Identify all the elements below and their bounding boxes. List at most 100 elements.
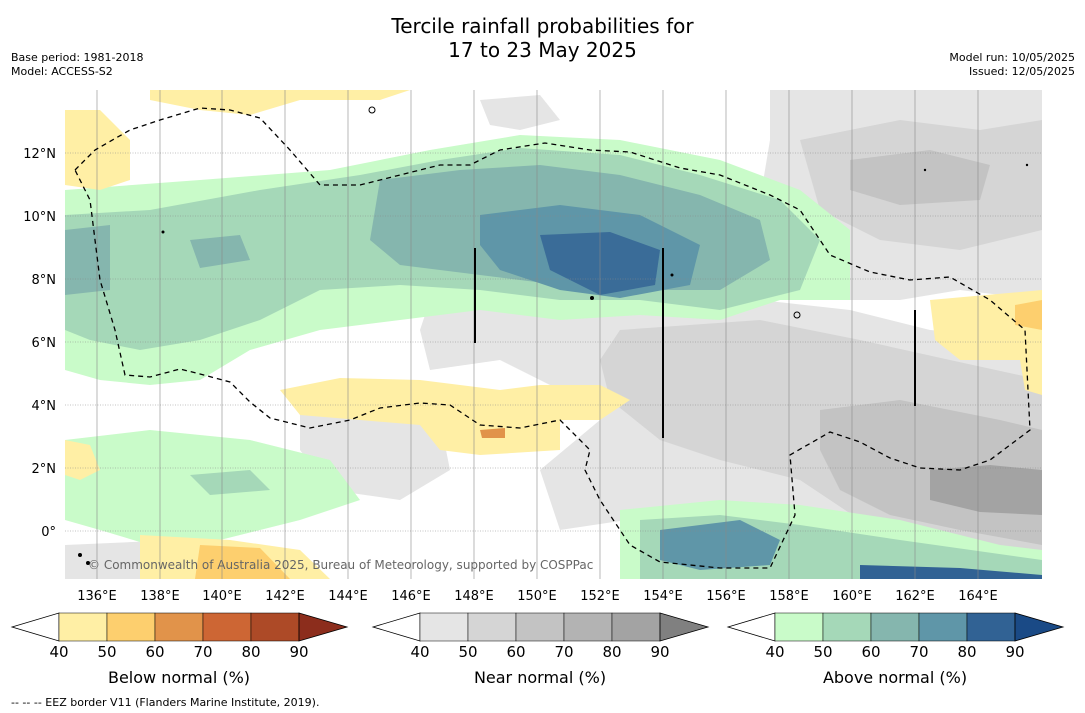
near-normal-region [480, 95, 560, 130]
legend-tick: 90 [289, 643, 309, 661]
legend-swatch [58, 612, 108, 642]
lon-label: 156°E [706, 589, 746, 604]
lat-label: 6°N [32, 336, 57, 351]
legend-tick: 40 [49, 643, 69, 661]
legend-below-normal [10, 612, 349, 642]
model-name: Model: ACCESS-S2 [11, 65, 113, 78]
eez-border [74, 107, 1031, 569]
above-normal-region [65, 225, 110, 295]
lon-label: 162°E [895, 589, 935, 604]
base-period: Base period: 1981-2018 [11, 51, 144, 64]
lon-label: 158°E [769, 589, 809, 604]
lat-label: 2°N [32, 462, 57, 477]
islands [78, 106, 1029, 565]
legend-tick: 50 [458, 643, 478, 661]
issued-date: Issued: 12/05/2025 [968, 65, 1075, 78]
legend-swatch [822, 612, 872, 642]
legend-tick: 70 [909, 643, 929, 661]
copyright-text: © Commonwealth of Australia 2025, Bureau… [88, 558, 594, 572]
legend-swatch [202, 612, 252, 642]
title-line-1: Tercile rainfall probabilities for [391, 14, 694, 38]
lon-label: 142°E [265, 589, 305, 604]
legend-tick: 70 [554, 643, 574, 661]
legend-tick: 60 [861, 643, 881, 661]
below-normal-region [65, 110, 130, 190]
legend-swatch [515, 612, 565, 642]
map-area [65, 90, 1042, 579]
legend-title-above: Above normal (%) [822, 668, 968, 687]
lat-gridlines [65, 152, 1042, 532]
lon-labels: 136°E 138°E 140°E 142°E 144°E 146°E 148°… [77, 589, 998, 604]
near-normal-region [930, 465, 1042, 515]
legend-tick: 90 [650, 643, 670, 661]
lon-label: 136°E [77, 589, 117, 604]
legend-title-below: Below normal (%) [107, 668, 251, 687]
legend-tick: 80 [602, 643, 622, 661]
legend-above-normal [726, 612, 1065, 642]
legend-tick: 40 [765, 643, 785, 661]
legend-arrow-left [10, 612, 60, 642]
legend-tick: 80 [957, 643, 977, 661]
title-line-2: 17 to 23 May 2025 [448, 38, 637, 62]
below-normal-region [195, 545, 290, 579]
legend-arrow-left [371, 612, 421, 642]
legend-title-near: Near normal (%) [473, 668, 607, 687]
below-normal-region [480, 428, 505, 438]
legend-near-normal [371, 612, 710, 642]
below-normal-region [280, 378, 630, 455]
legend-tick: 60 [506, 643, 526, 661]
legend-swatch [774, 612, 824, 642]
model-run: Model run: 10/05/2025 [949, 51, 1075, 64]
legend-arrow-right [1014, 612, 1065, 642]
legend-swatch [250, 612, 300, 642]
above-normal-region [190, 235, 250, 268]
legend-swatch [870, 612, 920, 642]
boundary-lines [474, 248, 916, 438]
lon-label: 150°E [517, 589, 557, 604]
lon-label: 154°E [643, 589, 683, 604]
lat-label: 4°N [32, 399, 57, 414]
lon-label: 146°E [391, 589, 431, 604]
lon-label: 152°E [580, 589, 620, 604]
lat-label: 12°N [23, 147, 56, 162]
near-normal-region [850, 150, 990, 205]
chart-title: Tercile rainfall probabilities for 17 to… [0, 14, 1085, 62]
legend-swatch [467, 612, 517, 642]
lat-label: 8°N [32, 273, 57, 288]
legend-swatch [611, 612, 661, 642]
legend-tick: 70 [193, 643, 213, 661]
legend-tick: 40 [410, 643, 430, 661]
legend-arrow-right [659, 612, 710, 642]
legend-swatch [918, 612, 968, 642]
legend-arrow-right [298, 612, 349, 642]
above-normal-region [860, 565, 1042, 579]
legend-swatch [154, 612, 204, 642]
below-normal-region [1015, 300, 1042, 330]
legend-swatch [419, 612, 469, 642]
meta-right: Model run: 10/05/2025 Issued: 12/05/2025 [949, 51, 1075, 79]
legend-swatch [966, 612, 1016, 642]
below-normal-region [930, 290, 1042, 395]
lon-label: 160°E [832, 589, 872, 604]
lat-label: 0° [41, 525, 56, 540]
lon-label: 138°E [140, 589, 180, 604]
legend-tick: 90 [1005, 643, 1025, 661]
above-normal-region [190, 470, 270, 495]
lon-label: 144°E [328, 589, 368, 604]
lat-label: 10°N [23, 210, 56, 225]
lon-label: 140°E [202, 589, 242, 604]
above-normal-region [660, 520, 780, 570]
lon-label: 148°E [454, 589, 494, 604]
legend-swatch [563, 612, 613, 642]
legend-tick: 60 [145, 643, 165, 661]
legend-tick: 80 [241, 643, 261, 661]
legend-arrow-left [726, 612, 776, 642]
legend-tick: 50 [97, 643, 117, 661]
meta-left: Base period: 1981-2018 Model: ACCESS-S2 [11, 51, 143, 79]
legend-tick: 50 [813, 643, 833, 661]
lon-label: 164°E [958, 589, 998, 604]
below-normal-region [65, 440, 100, 480]
legend-swatch [106, 612, 156, 642]
lat-labels: 12°N 10°N 8°N 6°N 4°N 2°N 0° [23, 147, 56, 540]
